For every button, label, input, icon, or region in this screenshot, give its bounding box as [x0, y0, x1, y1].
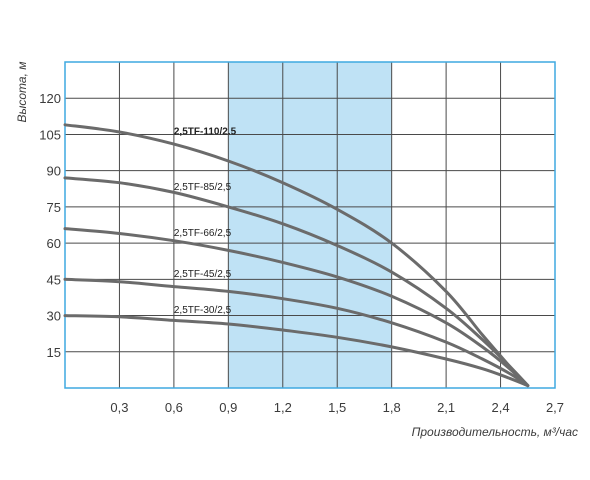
series-labels: 2,5TF-110/2.5 2,5TF-85/2,5 2,5TF-66/2,5 2,5…	[174, 126, 237, 316]
y-tick-label-4: 75	[47, 200, 61, 215]
x-tick-label-8: 2,7	[546, 400, 564, 415]
y-tick-label-2: 45	[47, 272, 61, 287]
x-tick-label-3: 1,2	[274, 400, 292, 415]
series-label-1: 2,5TF-85/2,5	[174, 182, 232, 193]
x-tick-label-4: 1,5	[328, 400, 346, 415]
y-tick-label-1: 30	[47, 309, 61, 324]
x-tick-label-0: 0,3	[110, 400, 128, 415]
series-curve-0	[63, 123, 530, 388]
x-tick-labels: 0,3 0,6 0,9 1,2 1,5 1,8 2,1 2,4 2,7	[110, 400, 564, 415]
y-tick-label-6: 105	[39, 127, 61, 142]
series-curve-4	[63, 314, 530, 388]
x-tick-label-6: 2,1	[437, 400, 455, 415]
series-curve-3	[63, 277, 530, 388]
y-tick-label-7: 120	[39, 91, 61, 106]
series-curve-2	[63, 227, 530, 388]
series-label-2: 2,5TF-66/2,5	[174, 228, 232, 239]
plot-border	[64, 61, 556, 389]
y-tick-label-5: 90	[47, 164, 61, 179]
x-axis-title: Производительность, м³/час	[412, 425, 578, 439]
series-label-0: 2,5TF-110/2.5	[174, 126, 237, 137]
y-axis-title: Высота, м	[15, 62, 29, 123]
y-tick-label-0: 15	[47, 345, 61, 360]
y-tick-label-3: 60	[47, 236, 61, 251]
series-curves	[63, 123, 530, 388]
x-tick-label-7: 2,4	[492, 400, 510, 415]
series-label-3: 2,5TF-45/2,5	[174, 269, 232, 280]
y-tick-labels: 15 30 45 60 75 90 105 120	[39, 91, 61, 360]
series-curve-1	[63, 176, 530, 388]
grid	[65, 62, 555, 388]
series-label-4: 2,5TF-30/2,5	[174, 305, 232, 316]
x-tick-label-2: 0,9	[219, 400, 237, 415]
x-tick-label-1: 0,6	[165, 400, 183, 415]
x-tick-label-5: 1,8	[383, 400, 401, 415]
